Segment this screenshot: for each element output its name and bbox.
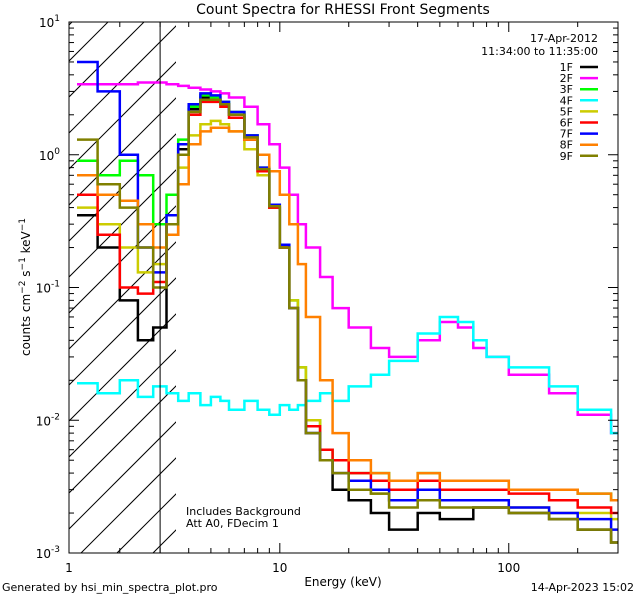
footer-generated: Generated by hsi_min_spectra_plot.pro bbox=[2, 581, 218, 594]
hatch-line bbox=[69, 385, 176, 494]
hatch-line bbox=[225, 0, 640, 553]
series-4f bbox=[77, 315, 618, 435]
series-2f bbox=[77, 81, 618, 435]
hatched-region bbox=[0, 0, 640, 553]
hatch-line bbox=[333, 0, 640, 553]
hatch-line bbox=[261, 0, 640, 553]
legend-label-1f: 1F bbox=[560, 61, 573, 74]
y-tick-label: 101 bbox=[39, 14, 60, 30]
x-axis-label: Energy (keV) bbox=[304, 575, 381, 589]
hatch-line bbox=[69, 169, 176, 278]
note-background: Includes Background bbox=[186, 505, 301, 518]
chart-title: Count Spectra for RHESSI Front Segments bbox=[196, 2, 490, 18]
y-axis-label: counts cm−2 s−1 keV−1 bbox=[18, 218, 33, 356]
y-tick-label: 10-1 bbox=[36, 280, 60, 296]
legend-label-6f: 6F bbox=[560, 117, 573, 130]
axis-ticks bbox=[69, 22, 619, 554]
header-date: 17-Apr-2012 bbox=[530, 32, 598, 45]
y-tick-label: 100 bbox=[39, 147, 60, 163]
x-tick-label: 10 bbox=[272, 561, 287, 575]
x-tick-label: 100 bbox=[497, 561, 520, 575]
hatch-line bbox=[69, 421, 176, 530]
legend-label-4f: 4F bbox=[560, 94, 573, 107]
y-tick-label: 10-3 bbox=[36, 545, 60, 561]
legend-label-7f: 7F bbox=[560, 128, 573, 141]
note-attenuator: Att A0, FDecim 1 bbox=[186, 517, 279, 530]
hatch-line bbox=[69, 349, 176, 458]
y-tick-label: 10-2 bbox=[36, 412, 60, 428]
legend-label-5f: 5F bbox=[560, 105, 573, 118]
legend-label-8f: 8F bbox=[560, 139, 573, 152]
series-layer bbox=[77, 60, 618, 544]
hatch-line bbox=[69, 241, 176, 350]
hatch-line bbox=[69, 277, 176, 386]
footer-timestamp: 14-Apr-2023 15:02 bbox=[530, 581, 634, 594]
hatch-line bbox=[69, 22, 145, 98]
hatch-line bbox=[69, 25, 176, 134]
legend-label-2f: 2F bbox=[560, 72, 573, 85]
hatch-line bbox=[69, 22, 109, 62]
x-tick-label: 1 bbox=[65, 561, 73, 575]
header-time-range: 11:34:00 to 11:35:00 bbox=[481, 45, 598, 58]
series-9f bbox=[77, 98, 618, 544]
hatch-line bbox=[0, 0, 69, 553]
legend-label-9f: 9F bbox=[560, 150, 573, 163]
hatch-line bbox=[69, 205, 176, 314]
legend-label-3f: 3F bbox=[560, 83, 573, 96]
